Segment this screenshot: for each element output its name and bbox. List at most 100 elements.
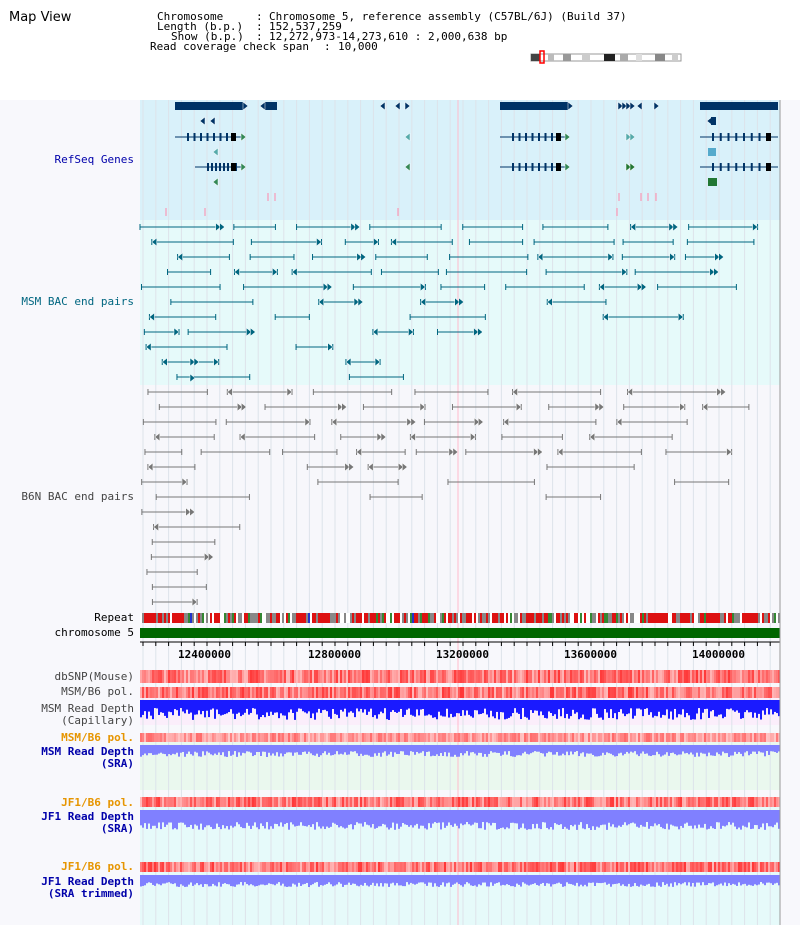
depth-bar	[284, 700, 286, 716]
track-label-msm-bac[interactable]: MSM BAC end pairs	[21, 295, 134, 308]
exon	[200, 133, 202, 141]
depth-bar	[570, 700, 572, 717]
track-label-jf1-b6-pol-trimmed[interactable]: JF1/B6 pol.	[61, 860, 134, 873]
strand-arrow	[151, 237, 158, 247]
depth-bar	[506, 745, 508, 755]
polymorphism-cell	[736, 862, 738, 872]
repeat-element	[762, 613, 764, 623]
depth-bar	[738, 810, 740, 828]
depth-bar	[436, 745, 438, 755]
exon	[766, 163, 771, 171]
depth-bar	[458, 745, 460, 757]
polymorphism-cell	[712, 862, 714, 872]
snp-density-cell	[590, 670, 592, 683]
depth-bar	[628, 745, 630, 754]
depth-bar	[618, 700, 620, 713]
depth-bar	[598, 745, 600, 757]
depth-bar	[676, 700, 678, 718]
track-label-b6n-bac[interactable]: B6N BAC end pairs	[21, 490, 134, 503]
depth-bar	[218, 810, 220, 828]
polymorphism-cell	[492, 687, 494, 698]
depth-bar	[210, 700, 212, 710]
depth-bar	[694, 875, 696, 887]
depth-bar	[396, 745, 398, 754]
polymorphism-cell	[580, 797, 582, 807]
track-label-jf1-depth-sra[interactable]: JF1 Read Depth	[41, 810, 134, 823]
polymorphism-cell	[472, 797, 474, 807]
track-label-jf1-b6-pol[interactable]: JF1/B6 pol.	[61, 796, 134, 809]
snp-density-cell	[492, 670, 494, 683]
track-label-chromosome[interactable]: chromosome 5	[54, 626, 134, 639]
polymorphism-cell	[508, 733, 510, 742]
depth-bar	[308, 700, 310, 712]
depth-bar	[434, 745, 436, 756]
polymorphism-cell	[618, 862, 620, 872]
depth-bar	[264, 700, 266, 718]
snp-density-cell	[482, 670, 484, 683]
depth-bar	[292, 700, 294, 713]
depth-bar	[648, 810, 650, 829]
repeat-element	[248, 613, 250, 623]
polymorphism-cell	[500, 687, 502, 698]
show-label: Show (b.p.)	[171, 30, 244, 43]
depth-bar	[516, 700, 518, 713]
depth-bar	[638, 745, 640, 757]
depth-bar	[454, 875, 456, 884]
track-label-msm-depth-capillary[interactable]: MSM Read Depth	[41, 702, 134, 715]
polymorphism-cell	[376, 797, 378, 807]
polymorphism-cell	[174, 797, 176, 807]
polymorphism-cell	[508, 687, 510, 698]
track-label-jf1-depth-trimmed[interactable]: JF1 Read Depth	[41, 875, 134, 888]
repeat-element	[432, 613, 434, 623]
strand-arrow	[246, 327, 252, 337]
depth-bar	[706, 875, 708, 885]
snp-density-cell	[294, 670, 296, 683]
track-label-refseq-genes[interactable]: RefSeq Genes	[54, 153, 134, 166]
repeat-element	[654, 613, 656, 623]
depth-bar	[218, 745, 220, 753]
depth-bar	[402, 875, 404, 887]
track-label-msm-b6-pol-sra[interactable]: MSM/B6 pol.	[61, 731, 134, 744]
depth-bar	[706, 810, 708, 830]
polymorphism-cell	[538, 797, 540, 807]
snp-density-cell	[688, 670, 690, 683]
snp-density-cell	[622, 670, 624, 683]
track-label-msm-b6-pol[interactable]: MSM/B6 pol.	[61, 685, 134, 698]
repeat-element	[676, 613, 678, 623]
depth-bar	[644, 745, 646, 754]
track-label-repeat[interactable]: Repeat	[94, 611, 134, 624]
polymorphism-cell	[616, 797, 618, 807]
polymorphism-cell	[542, 797, 544, 807]
polymorphism-cell	[452, 687, 454, 698]
polymorphism-cell	[374, 797, 376, 807]
polymorphism-cell	[544, 862, 546, 872]
depth-bar	[470, 810, 472, 826]
polymorphism-cell	[370, 862, 372, 872]
track-label-dbsnp[interactable]: dbSNP(Mouse)	[54, 670, 134, 683]
polymorphism-cell	[578, 797, 580, 807]
polymorphism-cell	[568, 733, 570, 742]
depth-bar	[226, 810, 228, 827]
depth-bar	[354, 745, 356, 752]
depth-bar	[756, 875, 758, 886]
depth-bar	[772, 745, 774, 752]
snp-density-cell	[384, 670, 386, 683]
depth-bar	[510, 875, 512, 887]
track-label-msm-depth-sra[interactable]: MSM Read Depth	[41, 745, 134, 758]
polymorphism-cell	[778, 862, 780, 872]
polymorphism-cell	[444, 687, 446, 698]
repeat-element	[226, 613, 228, 623]
polymorphism-cell	[228, 862, 230, 872]
depth-bar	[402, 745, 404, 752]
depth-bar	[312, 745, 314, 756]
chromosome-ideogram[interactable]	[0, 0, 800, 100]
snp-density-cell	[386, 670, 388, 683]
polymorphism-cell	[264, 733, 266, 742]
polymorphism-cell	[572, 862, 574, 872]
repeat-element	[276, 613, 278, 623]
depth-bar	[612, 875, 614, 885]
polymorphism-cell	[300, 862, 302, 872]
depth-bar	[632, 700, 634, 719]
depth-bar	[276, 700, 278, 713]
